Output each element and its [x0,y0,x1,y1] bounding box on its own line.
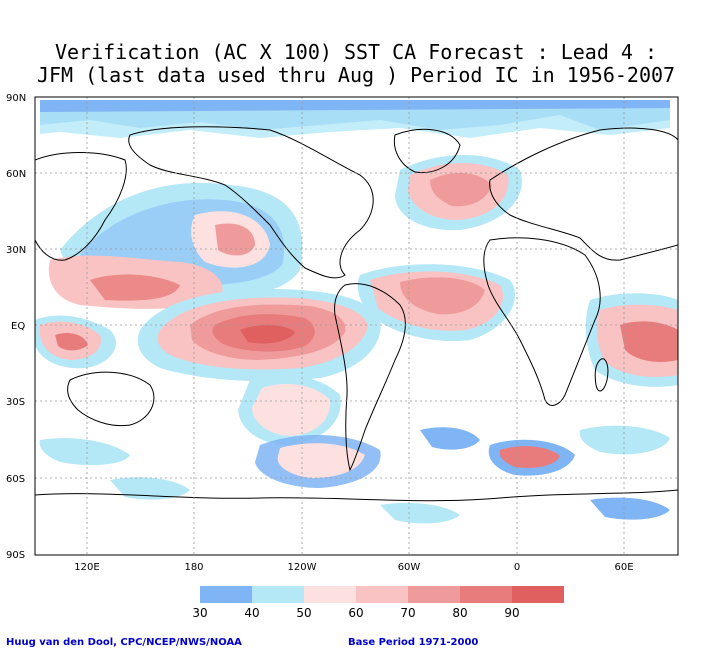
credit-text: Huug van den Dool, CPC/NCEP/NWS/NOAA [6,637,242,648]
eurasia-outline [489,127,678,261]
color-legend: 30 40 50 60 70 80 90 [192,586,564,620]
lat-label-90n: 90N [6,93,26,104]
arctic-edge [40,108,670,138]
chart-title-line1: Verification (AC X 100) SST CA Forecast … [54,40,658,64]
southern-ocean-pink [277,443,365,478]
north-atlantic-core [430,172,492,207]
south-america-outline [334,283,406,472]
south-indian-patch [39,438,130,466]
madagascar-outline [594,358,609,392]
legend-label-30: 30 [192,606,207,620]
south-indian-east-patch [579,425,670,455]
lon-label-120e: 120E [74,562,99,573]
lon-label-0: 0 [514,562,520,573]
legend-swatch-7 [512,586,564,603]
legend-swatch-1 [200,586,252,603]
legend-swatch-4 [356,586,408,603]
legend-label-50: 50 [296,606,311,620]
australia-outline [67,371,155,427]
antarctic-edge-patch [380,502,460,524]
chart-title-line2: JFM (last data used thru Aug ) Period IC… [36,63,676,87]
north-pacific-core [215,223,255,256]
legend-swatch-6 [460,586,512,603]
lat-label-90s: 90S [6,550,25,561]
antarctic-east-patch [590,497,670,520]
continent-outlines [35,126,678,502]
longitude-labels: 120E 180 120W 60W 0 60E [74,562,633,573]
lat-label-30n: 30N [6,245,26,256]
lat-label-60s: 60S [6,474,25,485]
enso-core [240,324,295,344]
legend-label-70: 70 [400,606,415,620]
mid-south-atlantic-patch [420,427,480,450]
east-asia-outline [35,152,127,261]
legend-label-40: 40 [244,606,259,620]
latitude-labels: 90N 60N 30N EQ 30S 60S 90S [6,93,26,561]
south-pacific-pink [252,384,331,436]
lon-label-60w: 60W [398,562,421,573]
legend-label-90: 90 [504,606,519,620]
lon-label-180: 180 [184,562,203,573]
lat-label-30s: 30S [6,397,25,408]
trop-atlantic-core [400,277,485,315]
skill-field [35,97,678,555]
indian-core [620,321,678,362]
north-america-outline [128,126,374,279]
legend-swatch-3 [304,586,356,603]
legend-swatch-5 [408,586,460,603]
west-pacific-core [90,274,180,301]
base-period-text: Base Period 1971-2000 [348,637,479,648]
lon-label-60e: 60E [614,562,633,573]
plot-frame [34,96,679,556]
legend-swatch-2 [252,586,304,603]
legend-label-60: 60 [348,606,363,620]
southern-pacific-patch [110,477,190,500]
lat-label-eq: EQ [11,321,25,332]
greenland-outline [393,128,461,174]
legend-label-80: 80 [452,606,467,620]
maritime-core [55,333,88,351]
south-atlantic-core [499,446,560,468]
lon-label-120w: 120W [288,562,317,573]
grid-lines [35,97,678,555]
antarctica-outline [35,489,678,502]
africa-outline [483,237,601,406]
lat-label-60n: 60N [6,169,26,180]
